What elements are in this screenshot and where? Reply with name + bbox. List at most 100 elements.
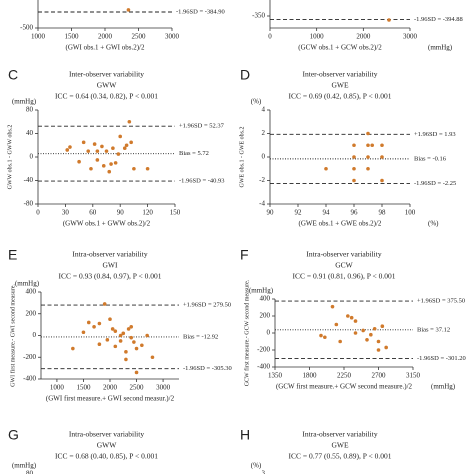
reference-label: +1.96SD = 279.50	[183, 302, 231, 309]
x-tick-label: 1350	[268, 372, 283, 380]
panel-subtitle: GCW	[335, 261, 353, 270]
x-tick-label: 98	[379, 209, 387, 217]
data-point	[124, 357, 128, 362]
y-tick-label: -4	[259, 200, 265, 208]
x-tick-label: 0	[36, 209, 40, 217]
data-point	[101, 164, 106, 168]
data-point	[116, 152, 121, 156]
data-point	[323, 335, 327, 340]
y-tick-label: 0	[33, 331, 37, 339]
data-point	[134, 346, 139, 351]
y-tick-label: 200	[26, 309, 37, 317]
reference-label: +1.96SD = 52.37	[179, 123, 225, 130]
data-point	[113, 344, 118, 349]
x-tick-label: 2500	[132, 33, 147, 41]
reference-label: Bias = -12.92	[183, 333, 218, 340]
x-tick-label: 2000	[103, 384, 118, 392]
y-axis-label: GWI first measure.- GWI second measure.	[9, 284, 16, 387]
y-tick-label: 0	[262, 153, 266, 161]
x-tick-label: 2700	[372, 372, 387, 380]
data-point	[126, 8, 131, 12]
data-point	[68, 145, 72, 149]
data-point	[346, 314, 350, 318]
data-point	[353, 319, 358, 323]
y-unit: (%)	[251, 462, 262, 470]
x-tick-label: 94	[323, 209, 331, 217]
data-point	[129, 140, 133, 145]
x-tick-label: 30	[62, 209, 70, 217]
x-tick-label: 2250	[337, 372, 352, 380]
data-point	[145, 166, 150, 171]
x-tick-label: 2500	[130, 384, 145, 392]
y-tick-label: -350	[252, 12, 265, 20]
y-axis-label: GCW first measure.- GCW second measure.	[243, 279, 250, 386]
data-point	[334, 322, 339, 327]
data-point	[100, 144, 104, 149]
panel-subtitle: GWE	[331, 441, 348, 450]
data-point	[108, 317, 112, 321]
data-point	[71, 346, 75, 351]
y-tick-label: 40	[26, 129, 34, 137]
data-point	[380, 324, 385, 329]
y-tick-label: 2	[262, 129, 266, 137]
reference-label: -1.96SD = -40.93	[179, 178, 225, 185]
data-point	[126, 327, 131, 331]
data-point	[330, 304, 335, 309]
y-tick-label: -40	[24, 176, 34, 184]
x-tick-label: 1000	[50, 384, 65, 392]
data-point	[121, 331, 126, 336]
data-point	[150, 355, 155, 360]
x-tick-label: 150	[170, 209, 181, 217]
data-point	[353, 331, 358, 335]
icc-text: ICC = 0.69 (0.42, 0.85), P < 0.001	[289, 92, 392, 101]
x-tick-label: 1500	[76, 384, 91, 392]
reference-label: -1.96SD = -305.30	[183, 365, 232, 372]
data-point	[352, 155, 356, 159]
panel-letter: G	[8, 427, 19, 443]
panel-letter: C	[8, 67, 18, 83]
x-tick-label: 1000	[31, 33, 46, 41]
data-point	[369, 332, 373, 337]
x-tick-label: 90	[267, 209, 275, 217]
data-point	[145, 333, 149, 338]
y-tick-label: 80	[26, 470, 34, 474]
data-point	[129, 325, 134, 329]
data-point	[134, 370, 139, 375]
icc-text: ICC = 0.68 (0.40, 0.85), P < 0.001	[55, 452, 158, 461]
data-point	[97, 321, 102, 326]
data-point	[118, 333, 123, 338]
panel-letter: D	[240, 67, 250, 83]
x-axis-label: (GWI first measure.+ GWI second measur.)…	[46, 395, 175, 403]
data-point	[352, 178, 356, 183]
x-axis-label: (GWW obs.1 + GWW obs.2)/2	[63, 220, 151, 228]
data-point	[89, 166, 93, 171]
icc-text: ICC = 0.91 (0.81, 0.96), P < 0.001	[293, 272, 396, 281]
data-point	[122, 146, 127, 150]
data-point	[97, 342, 102, 347]
y-unit: (mmHg)	[15, 280, 40, 288]
reference-label: +1.96SD = 375.50	[417, 298, 465, 305]
data-point	[105, 338, 110, 342]
x-axis-label: (GWI obs.1 + GWI obs.2)/2	[66, 44, 145, 52]
data-point	[352, 143, 356, 148]
data-point	[349, 315, 354, 320]
x-axis-label: (GWE obs.1 + GWE obs.2)/2	[299, 220, 382, 228]
data-point	[124, 350, 128, 354]
data-point	[95, 149, 100, 153]
x-tick-label: 0	[268, 33, 272, 41]
y-tick-label: 80	[26, 106, 34, 114]
data-point	[370, 143, 375, 148]
x-tick-label: 3000	[165, 33, 180, 41]
x-tick-label: 96	[351, 209, 359, 217]
y-tick-label: 0	[267, 329, 271, 337]
data-point	[104, 149, 109, 153]
y-tick-label: 400	[26, 288, 37, 296]
data-point	[380, 178, 384, 183]
x-tick-label: 92	[295, 209, 303, 217]
panel-subtitle: GWW	[97, 81, 117, 90]
data-point	[140, 343, 144, 348]
data-point	[102, 302, 107, 306]
y-tick-label: -200	[23, 353, 36, 361]
reference-label: Bias = 5.72	[179, 150, 209, 157]
data-point	[124, 143, 129, 148]
